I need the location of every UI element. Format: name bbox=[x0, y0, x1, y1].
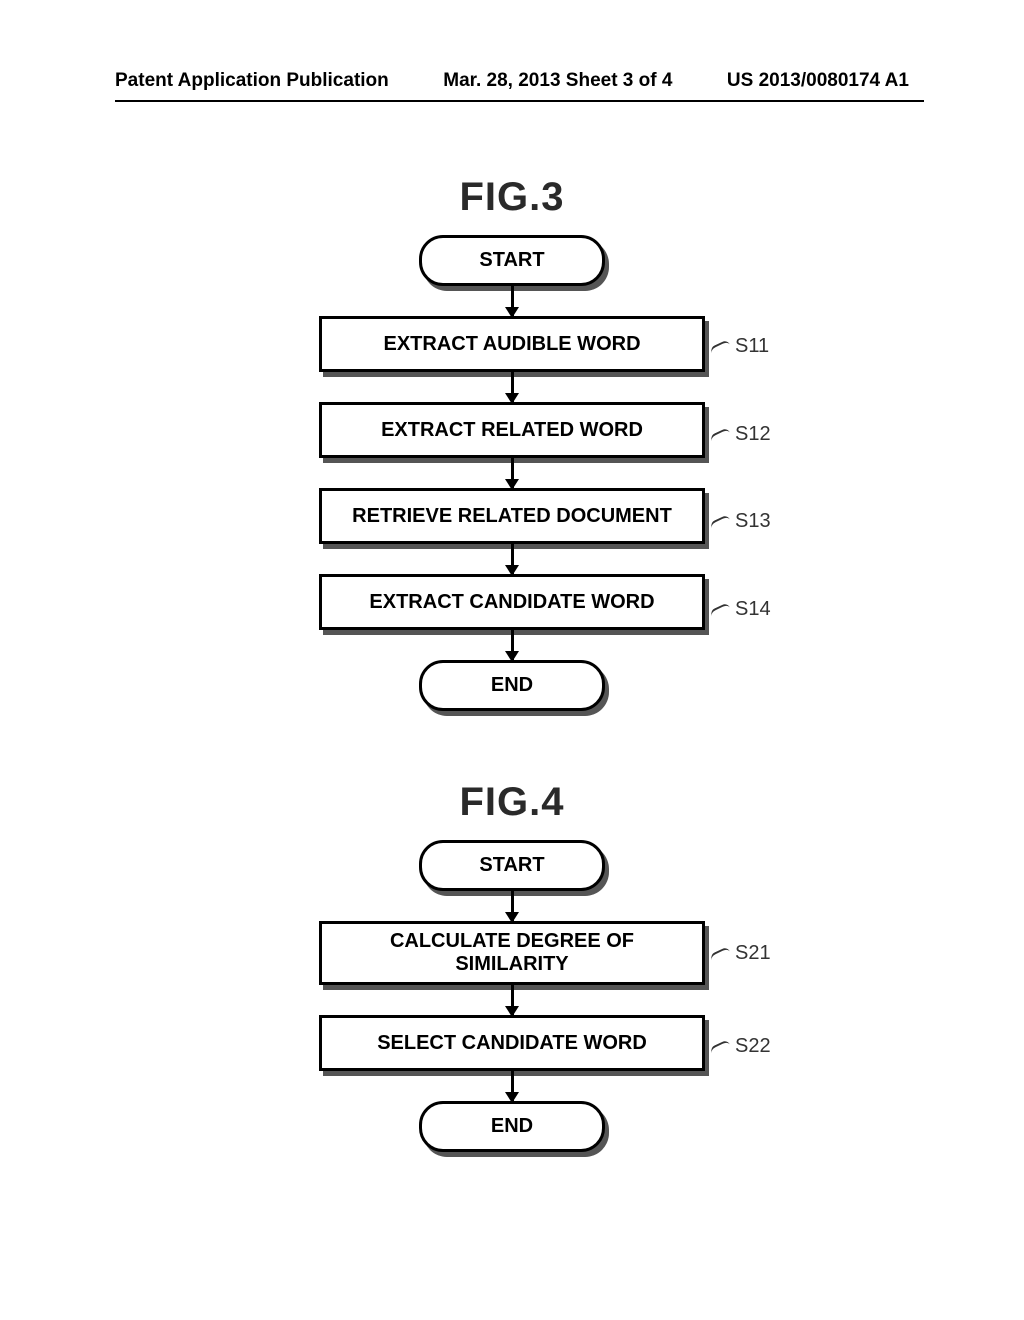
step-text: SELECT CANDIDATE WORD bbox=[377, 1032, 647, 1055]
fig4-ref-s21: S21 bbox=[735, 942, 771, 965]
fig4-ref-s22: S22 bbox=[735, 1035, 771, 1058]
fig3-step-4: EXTRACT CANDIDATE WORD bbox=[319, 574, 705, 630]
fig3-flowchart: START EXTRACT AUDIBLE WORD EXTRACT RELAT… bbox=[319, 235, 705, 711]
page-header: Patent Application Publication Mar. 28, … bbox=[0, 70, 1024, 92]
step-text: EXTRACT AUDIBLE WORD bbox=[383, 333, 640, 356]
fig4-start-terminal: START bbox=[419, 840, 605, 891]
fig3-step-3: RETRIEVE RELATED DOCUMENT bbox=[319, 488, 705, 544]
connector-icon bbox=[709, 514, 732, 533]
arrow-icon bbox=[511, 630, 514, 660]
fig4-step-1: CALCULATE DEGREE OFSIMILARITY bbox=[319, 921, 705, 985]
connector-icon bbox=[709, 602, 732, 621]
fig3-ref-s12: S12 bbox=[735, 423, 771, 446]
arrow-icon bbox=[511, 458, 514, 488]
connector-icon bbox=[709, 946, 732, 965]
fig3-end-terminal: END bbox=[419, 660, 605, 711]
fig3-ref-s13: S13 bbox=[735, 510, 771, 533]
fig4-end-terminal: END bbox=[419, 1101, 605, 1152]
fig3-title: FIG.3 bbox=[0, 175, 1024, 220]
fig3-step-1: EXTRACT AUDIBLE WORD bbox=[319, 316, 705, 372]
end-label: END bbox=[491, 674, 533, 697]
fig3-ref-s11: S11 bbox=[735, 335, 769, 358]
arrow-icon bbox=[511, 544, 514, 574]
step-text: CALCULATE DEGREE OFSIMILARITY bbox=[390, 930, 634, 976]
arrow-icon bbox=[511, 286, 514, 316]
fig4-flowchart: START CALCULATE DEGREE OFSIMILARITY SELE… bbox=[319, 840, 705, 1152]
connector-icon bbox=[709, 339, 732, 358]
header-left: Patent Application Publication bbox=[115, 70, 389, 92]
end-label: END bbox=[491, 1115, 533, 1138]
start-label: START bbox=[479, 249, 544, 272]
start-label: START bbox=[479, 854, 544, 877]
fig4-step-2: SELECT CANDIDATE WORD bbox=[319, 1015, 705, 1071]
fig3-step-2: EXTRACT RELATED WORD bbox=[319, 402, 705, 458]
fig3-ref-s14: S14 bbox=[735, 598, 771, 621]
arrow-icon bbox=[511, 1071, 514, 1101]
step-text: RETRIEVE RELATED DOCUMENT bbox=[352, 505, 672, 528]
connector-icon bbox=[709, 1039, 732, 1058]
fig4-title: FIG.4 bbox=[0, 780, 1024, 825]
arrow-icon bbox=[511, 891, 514, 921]
header-center: Mar. 28, 2013 Sheet 3 of 4 bbox=[443, 70, 672, 92]
fig3-start-terminal: START bbox=[419, 235, 605, 286]
arrow-icon bbox=[511, 985, 514, 1015]
connector-icon bbox=[709, 427, 732, 446]
arrow-icon bbox=[511, 372, 514, 402]
step-text: EXTRACT CANDIDATE WORD bbox=[369, 591, 654, 614]
step-text: EXTRACT RELATED WORD bbox=[381, 419, 643, 442]
header-rule bbox=[115, 100, 924, 102]
header-right: US 2013/0080174 A1 bbox=[727, 70, 909, 92]
